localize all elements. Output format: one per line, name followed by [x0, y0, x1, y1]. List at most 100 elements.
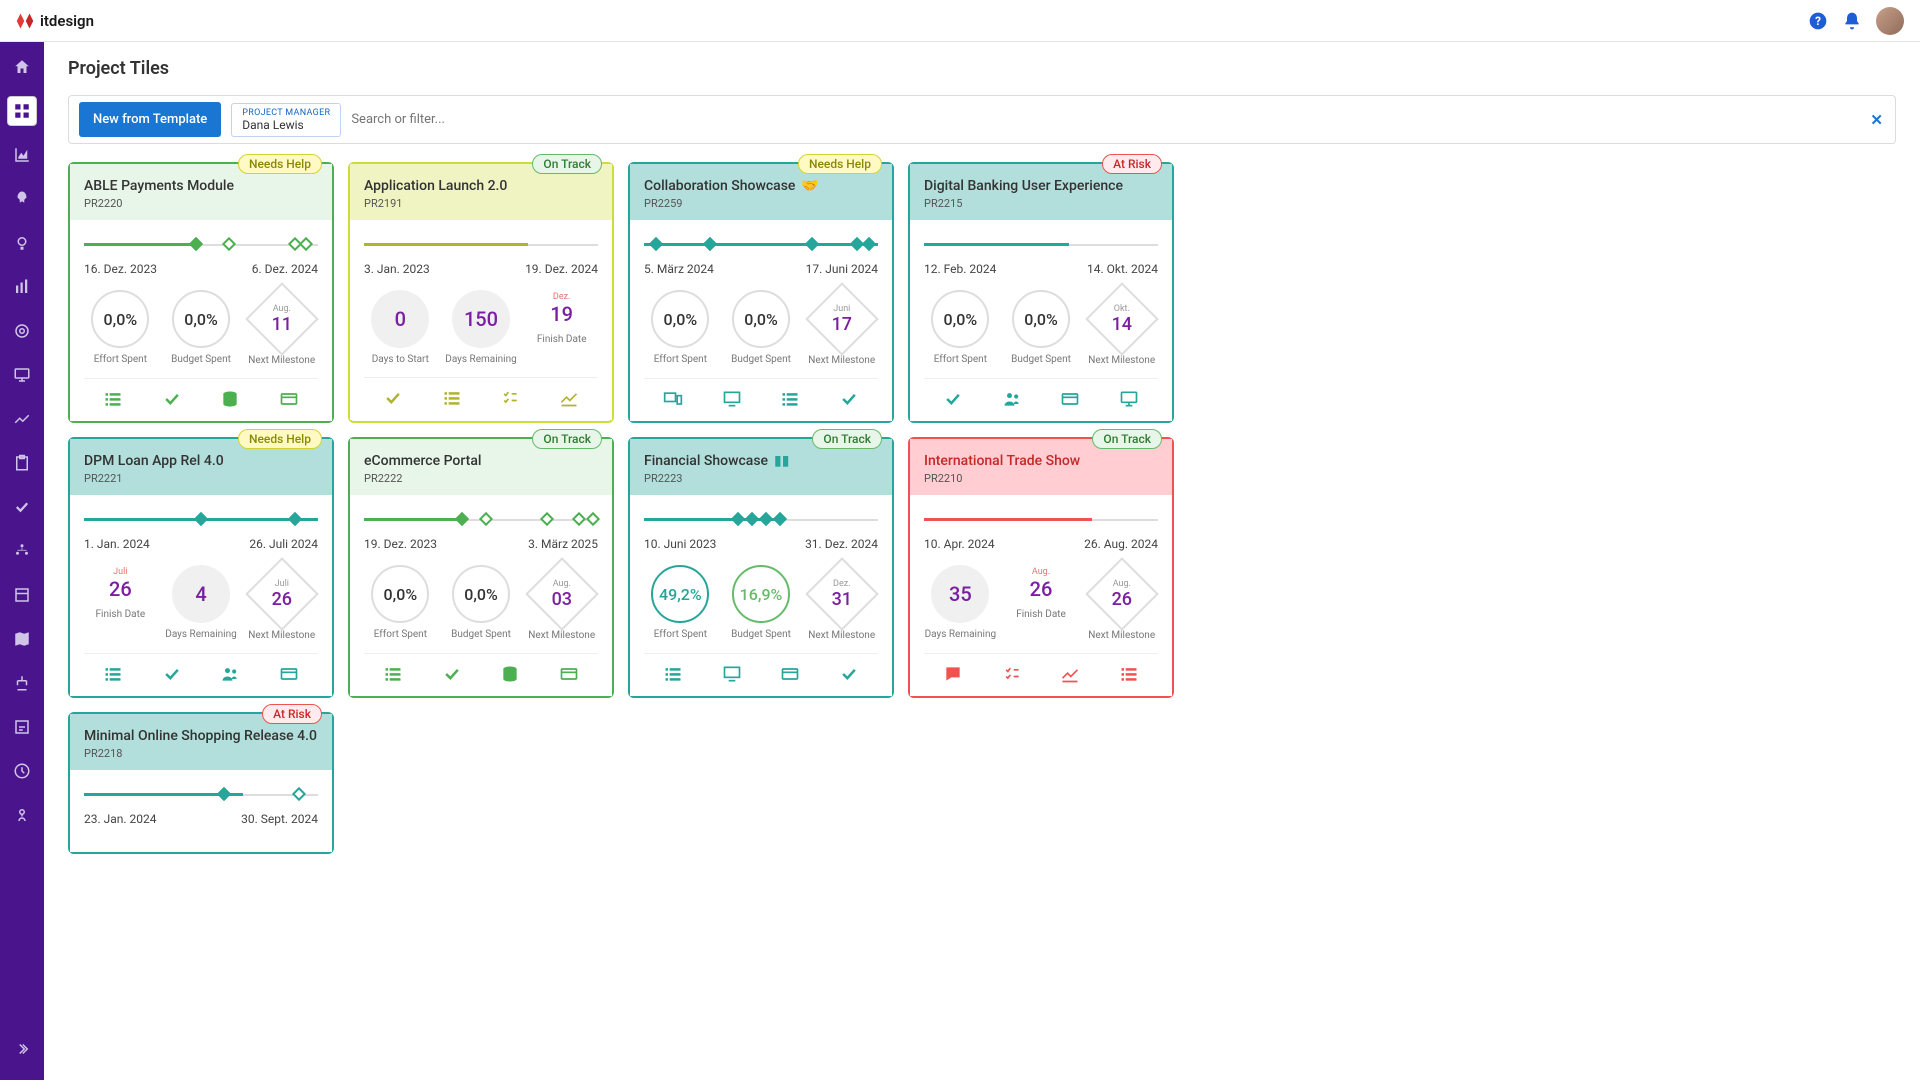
sidebar-item-idea[interactable]: [7, 228, 37, 258]
list-icon[interactable]: [383, 664, 403, 684]
progress-bar: [364, 509, 598, 529]
sidebar-item-chart[interactable]: [7, 140, 37, 170]
sidebar-item-home[interactable]: [7, 52, 37, 82]
filter-value: Dana Lewis: [242, 118, 330, 132]
tile-title: eCommerce Portal: [364, 453, 598, 469]
search-input[interactable]: [351, 112, 1885, 127]
sidebar-item-rocket[interactable]: [7, 184, 37, 214]
status-badge: At Risk: [1102, 154, 1162, 174]
check-icon[interactable]: [383, 388, 403, 408]
clear-filter-icon[interactable]: ✕: [1870, 111, 1883, 129]
project-tile[interactable]: Needs HelpABLE Payments ModulePR222016. …: [68, 162, 334, 423]
project-tile[interactable]: Needs HelpCollaboration Showcase 🤝PR2259…: [628, 162, 894, 423]
progress-bar: [644, 234, 878, 254]
project-tile[interactable]: On TrackeCommerce PortalPR222219. Dez. 2…: [348, 437, 614, 698]
sidebar-item-settings[interactable]: [7, 800, 37, 830]
svg-text:?: ?: [1815, 14, 1821, 28]
team-icon[interactable]: [220, 664, 240, 684]
db-icon[interactable]: [500, 664, 520, 684]
list-icon[interactable]: [663, 664, 683, 684]
tile-body: 12. Feb. 202414. Okt. 20240,0%Effort Spe…: [910, 234, 1172, 421]
sidebar-item-org[interactable]: [7, 536, 37, 566]
sidebar-item-clipboard[interactable]: [7, 448, 37, 478]
sidebar-item-plan[interactable]: [7, 580, 37, 610]
check-icon[interactable]: [442, 664, 462, 684]
card-icon[interactable]: [559, 664, 579, 684]
list-icon[interactable]: [103, 664, 123, 684]
sidebar-expand[interactable]: [7, 1034, 37, 1064]
metric: Aug.03Next Milestone: [525, 565, 598, 641]
status-badge: On Track: [1092, 429, 1162, 449]
tasks-icon[interactable]: [500, 388, 520, 408]
metric: 150Days Remaining: [445, 290, 518, 365]
chart-icon[interactable]: [559, 388, 579, 408]
avatar[interactable]: [1876, 7, 1904, 35]
list-icon[interactable]: [780, 389, 800, 409]
tile-quick-icons: [364, 377, 598, 408]
chart-icon[interactable]: [1060, 664, 1080, 684]
project-tile[interactable]: At RiskDigital Banking User ExperiencePR…: [908, 162, 1174, 423]
check-icon[interactable]: [162, 664, 182, 684]
tile-title: DPM Loan App Rel 4.0: [84, 453, 318, 469]
list-icon[interactable]: [103, 389, 123, 409]
tile-title: Collaboration Showcase 🤝: [644, 178, 878, 194]
sidebar-item-map[interactable]: [7, 624, 37, 654]
tasks-icon[interactable]: [1002, 664, 1022, 684]
sidebar-item-target[interactable]: [7, 316, 37, 346]
bell-icon[interactable]: [1842, 11, 1862, 31]
check-icon[interactable]: [839, 664, 859, 684]
sidebar-item-tiles[interactable]: [7, 96, 37, 126]
progress-bar: [84, 784, 318, 804]
sidebar-item-time[interactable]: [7, 756, 37, 786]
sidebar-item-tree[interactable]: [7, 668, 37, 698]
screen-icon[interactable]: [722, 389, 742, 409]
tile-code: PR2223: [644, 472, 878, 485]
comment-icon[interactable]: [943, 664, 963, 684]
project-tile[interactable]: On TrackApplication Launch 2.0PR21913. J…: [348, 162, 614, 423]
tile-body: 3. Jan. 202319. Dez. 20240Days to Start1…: [350, 234, 612, 420]
progress-bar: [84, 234, 318, 254]
check-icon[interactable]: [943, 389, 963, 409]
card-icon[interactable]: [1060, 389, 1080, 409]
team-icon[interactable]: [1002, 389, 1022, 409]
main: Project Tiles New from Template PROJECT …: [44, 42, 1920, 870]
filter-chip-project-manager[interactable]: PROJECT MANAGER Dana Lewis: [231, 103, 341, 137]
metric: 0,0%Effort Spent: [644, 290, 717, 366]
progress-bar: [644, 509, 878, 529]
tile-quick-icons: [924, 653, 1158, 684]
logo[interactable]: itdesign: [16, 12, 94, 30]
project-tile[interactable]: At RiskMinimal Online Shopping Release 4…: [68, 712, 334, 854]
metric: 0Days to Start: [364, 290, 437, 365]
date-range: 23. Jan. 202430. Sept. 2024: [84, 812, 318, 826]
sidebar-item-trend[interactable]: [7, 404, 37, 434]
progress-bar: [364, 234, 598, 254]
list-icon[interactable]: [1119, 664, 1139, 684]
metric: Aug.26Finish Date: [1005, 565, 1078, 641]
card-icon[interactable]: [279, 389, 299, 409]
devices-icon[interactable]: [663, 389, 683, 409]
sidebar-item-report[interactable]: [7, 712, 37, 742]
project-tile[interactable]: Needs HelpDPM Loan App Rel 4.0PR22211. J…: [68, 437, 334, 698]
project-tile[interactable]: On TrackInternational Trade ShowPR221010…: [908, 437, 1174, 698]
check-icon[interactable]: [839, 389, 859, 409]
card-icon[interactable]: [780, 664, 800, 684]
db-icon[interactable]: [220, 389, 240, 409]
metric: 49,2%Effort Spent: [644, 565, 717, 641]
list-icon[interactable]: [442, 388, 462, 408]
tile-quick-icons: [644, 653, 878, 684]
logo-icon: [16, 12, 34, 30]
screen-icon[interactable]: [722, 664, 742, 684]
sidebar-item-monitor[interactable]: [7, 360, 37, 390]
check-icon[interactable]: [162, 389, 182, 409]
sidebar-item-bars[interactable]: [7, 272, 37, 302]
card-icon[interactable]: [279, 664, 299, 684]
monitor-icon[interactable]: [1119, 389, 1139, 409]
tile-quick-icons: [644, 378, 878, 409]
metric: 0,0%Effort Spent: [84, 290, 157, 366]
project-tile[interactable]: On TrackFinancial Showcase ▮▮PR222310. J…: [628, 437, 894, 698]
status-badge: On Track: [812, 429, 882, 449]
new-from-template-button[interactable]: New from Template: [79, 102, 221, 137]
help-icon[interactable]: ?: [1808, 11, 1828, 31]
metric: 0,0%Budget Spent: [165, 290, 238, 366]
sidebar-item-check[interactable]: [7, 492, 37, 522]
